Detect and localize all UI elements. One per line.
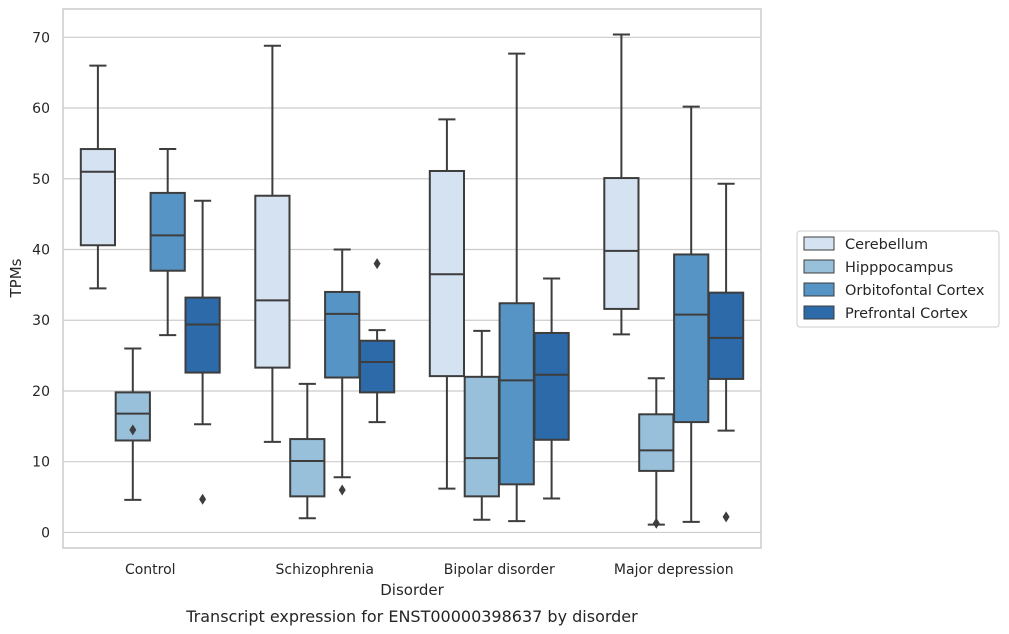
- legend-swatch: [803, 259, 835, 274]
- y-tick-label: 70: [32, 30, 50, 46]
- x-tick-label: Schizophrenia: [276, 562, 374, 578]
- legend-label: Cerebellum: [845, 237, 928, 253]
- box-body: [707, 291, 745, 380]
- box-group: [707, 182, 745, 523]
- box-body: [184, 296, 221, 374]
- box-group: [463, 329, 500, 521]
- legend-swatch: [803, 305, 835, 320]
- legend-swatch: [803, 282, 835, 297]
- outlier-point: [722, 511, 730, 523]
- box-body: [324, 290, 361, 379]
- box-group: [673, 105, 710, 523]
- box-group: [324, 248, 361, 496]
- box-group: [254, 44, 291, 443]
- y-axis-label: TPMs: [7, 258, 25, 298]
- outlier-point: [373, 258, 381, 270]
- legend-label: Orbitofontal Cortex: [845, 283, 985, 299]
- x-tick-label: Major depression: [614, 562, 734, 578]
- box-body: [149, 191, 186, 272]
- y-tick-label: 20: [32, 384, 50, 400]
- box-group: [498, 52, 535, 523]
- x-tick-label: Bipolar disorder: [444, 562, 555, 578]
- box-group: [149, 148, 186, 337]
- box-groups: [79, 33, 745, 529]
- box-body: [79, 148, 117, 247]
- box-group: [114, 347, 151, 501]
- y-tick-label: 30: [32, 313, 50, 329]
- box-group: [638, 377, 675, 529]
- y-tick-label: 10: [32, 455, 50, 471]
- legend-frame: [796, 230, 1000, 328]
- box-body: [638, 413, 675, 472]
- x-axis-label: Disorder: [380, 581, 444, 599]
- box-group: [428, 118, 466, 490]
- box-group: [358, 258, 396, 424]
- y-tick-label: 40: [32, 242, 50, 258]
- outlier-point: [199, 493, 207, 505]
- box-body: [498, 302, 535, 486]
- outlier-point: [338, 484, 346, 496]
- box-group: [603, 33, 640, 336]
- box-group: [79, 64, 117, 290]
- box-body: [603, 177, 640, 310]
- box-body: [673, 253, 710, 424]
- y-tick-label: 50: [32, 172, 50, 188]
- legend-label: Prefrontal Cortex: [845, 306, 968, 322]
- x-tick-label: Control: [125, 562, 176, 578]
- legend: Cerebellum Hipppocampus Orbitofontal Corte…: [796, 230, 1000, 328]
- x-axis-ticks: Control Schizophrenia Bipolar disorder Majo…: [125, 562, 734, 578]
- plot-frame: [62, 8, 762, 549]
- legend-swatch: [803, 236, 835, 251]
- box-group: [533, 277, 570, 500]
- y-tick-label: 0: [41, 525, 50, 541]
- chart-caption: Transcript expression for ENST0000039863…: [185, 607, 638, 626]
- legend-label: Hipppocampus: [845, 260, 953, 276]
- box-body: [289, 438, 326, 498]
- box-body: [254, 194, 291, 369]
- outlier-point: [652, 517, 660, 529]
- box-body: [463, 375, 500, 498]
- box-body: [358, 339, 396, 394]
- legend-items: Cerebellum Hipppocampus Orbitofontal Corte…: [803, 236, 985, 322]
- y-tick-label: 60: [32, 101, 50, 117]
- outlier-point: [129, 424, 137, 436]
- y-axis-ticks: 0 10 20 30 40 50 60 70: [32, 30, 50, 541]
- box-group: [184, 199, 221, 505]
- box-group: [289, 382, 326, 520]
- box-body: [533, 331, 570, 441]
